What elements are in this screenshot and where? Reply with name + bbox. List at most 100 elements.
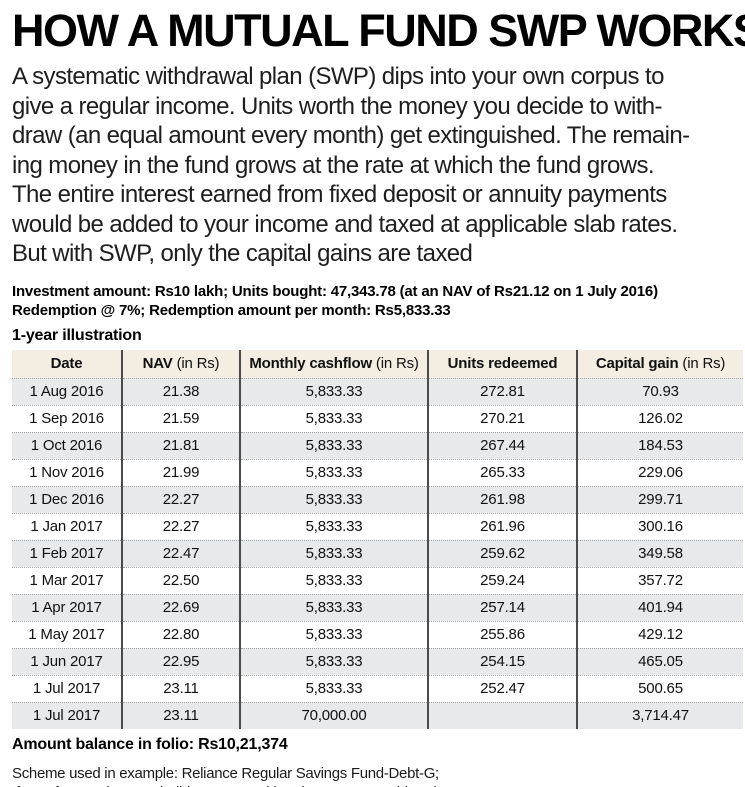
table-cell: 5,833.33	[239, 674, 428, 702]
table-cell: 1 Jun 2017	[12, 647, 122, 675]
table-cell: 1 Feb 2017	[12, 539, 122, 567]
assumptions-block: Investment amount: Rs10 lakh; Units boug…	[12, 282, 737, 320]
table-cell: 21.59	[121, 404, 240, 432]
table-row: 1 Apr 2017 22.69 5,833.33 257.14 401.94	[12, 593, 743, 621]
table-row: 1 Jul 2017 23.11 5,833.33 252.47 500.65	[12, 674, 743, 702]
table-cell: 1 Jul 2017	[12, 701, 122, 729]
table-cell	[427, 701, 577, 729]
table-row: 1 Jul 2017 23.11 70,000.00 3,714.47	[12, 701, 743, 729]
table-cell: 1 Oct 2016	[12, 431, 122, 459]
footnote-holiday: If 1st of a month was a holiday, next wo…	[12, 783, 439, 787]
table-cell: 21.38	[121, 377, 240, 405]
intro-line: would be added to your income and taxed …	[12, 210, 678, 238]
table-cell: 300.16	[576, 512, 743, 540]
table-cell: 252.47	[427, 674, 577, 702]
table-cell: 349.58	[576, 539, 743, 567]
table-cell: 5,833.33	[239, 377, 428, 405]
table-cell: 1 May 2017	[12, 620, 122, 648]
intro-line: draw (an equal amount every month) get e…	[12, 122, 690, 149]
table-row: 1 Dec 2016 22.27 5,833.33 261.98 299.71	[12, 485, 743, 513]
table-row: 1 Feb 2017 22.47 5,833.33 259.62 349.58	[12, 539, 743, 567]
table-cell: 1 Sep 2016	[12, 404, 122, 432]
source-credit: Source: PlanRupee Investment Services	[477, 785, 736, 787]
swp-table-head: Date NAV (in Rs) Monthly cashflow (in Rs) U…	[12, 349, 743, 378]
table-row: 1 Jun 2017 22.95 5,833.33 254.15 465.05	[12, 647, 743, 675]
table-cell: 429.12	[576, 620, 743, 648]
table-cell: 22.27	[121, 512, 240, 540]
table-cell: 465.05	[576, 647, 743, 675]
table-cell: 3,714.47	[576, 701, 743, 729]
table-cell: 1 Mar 2017	[12, 566, 122, 594]
headline: HOW A MUTUAL FUND SWP WORKS	[12, 5, 745, 56]
intro-line: ing money in the fund grows at the rate …	[12, 151, 655, 179]
table-cell: 22.27	[121, 485, 240, 513]
table-cell: 23.11	[121, 674, 240, 702]
table-cell: 1 Jul 2017	[12, 674, 122, 702]
table-caption: 1-year illustration	[12, 326, 142, 344]
column-header: Monthly cashflow (in Rs)	[239, 349, 428, 378]
table-cell: 5,833.33	[239, 620, 428, 648]
table-cell: 1 Apr 2017	[12, 593, 122, 621]
table-cell: 22.47	[121, 539, 240, 567]
table-cell: 70,000.00	[239, 701, 428, 729]
table-cell: 270.21	[427, 404, 577, 432]
assumption-investment: Investment amount: Rs10 lakh; Units boug…	[12, 282, 658, 300]
table-cell: 1 Nov 2016	[12, 458, 122, 486]
balance-line: Amount balance in folio: Rs10,21,374	[12, 735, 288, 753]
table-row: 1 Nov 2016 21.99 5,833.33 265.33 229.06	[12, 458, 743, 486]
table-cell: 22.80	[121, 620, 240, 648]
table-row: 1 Aug 2016 21.38 5,833.33 272.81 70.93	[12, 377, 743, 405]
intro-line: give a regular income. Units worth the m…	[12, 92, 663, 120]
table-cell: 1 Aug 2016	[12, 377, 122, 405]
table-cell: 5,833.33	[239, 539, 428, 567]
column-header: Capital gain (in Rs)	[576, 349, 743, 378]
column-header: Date	[12, 349, 122, 378]
table-cell: 23.11	[121, 701, 240, 729]
table-row: 1 Sep 2016 21.59 5,833.33 270.21 126.02	[12, 404, 743, 432]
intro-paragraph: A systematic withdrawal plan (SWP) dips …	[12, 62, 737, 269]
table-cell: 299.71	[576, 485, 743, 513]
table-cell: 267.44	[427, 431, 577, 459]
table-cell: 259.62	[427, 539, 577, 567]
table-cell: 1 Dec 2016	[12, 485, 122, 513]
table-cell: 259.24	[427, 566, 577, 594]
column-header: NAV (in Rs)	[121, 349, 240, 378]
table-cell: 1 Jan 2017	[12, 512, 122, 540]
table-cell: 21.99	[121, 458, 240, 486]
column-header: Units redeemed	[427, 349, 577, 378]
table-cell: 257.14	[427, 593, 577, 621]
footer: Scheme used in example: Reliance Regular…	[12, 764, 737, 787]
table-cell: 5,833.33	[239, 593, 428, 621]
table-cell: 22.95	[121, 647, 240, 675]
table-cell: 5,833.33	[239, 431, 428, 459]
table-cell: 5,833.33	[239, 458, 428, 486]
table-cell: 261.98	[427, 485, 577, 513]
table-cell: 5,833.33	[239, 485, 428, 513]
footnote-scheme: Scheme used in example: Reliance Regular…	[12, 764, 439, 782]
table-cell: 272.81	[427, 377, 577, 405]
table-cell: 500.65	[576, 674, 743, 702]
table-cell: 126.02	[576, 404, 743, 432]
assumption-redemption: Redemption @ 7%; Redemption amount per m…	[12, 301, 451, 319]
table-cell: 254.15	[427, 647, 577, 675]
intro-line: The entire interest earned from fixed de…	[12, 181, 667, 208]
intro-line: But with SWP, only the capital gains are…	[12, 240, 473, 267]
table-row: 1 Oct 2016 21.81 5,833.33 267.44 184.53	[12, 431, 743, 459]
table-cell: 5,833.33	[239, 404, 428, 432]
table-cell: 401.94	[576, 593, 743, 621]
table-cell: 22.69	[121, 593, 240, 621]
table-cell: 229.06	[576, 458, 743, 486]
table-cell: 261.96	[427, 512, 577, 540]
table-cell: 184.53	[576, 431, 743, 459]
header-row: Date NAV (in Rs) Monthly cashflow (in Rs) U…	[12, 349, 743, 378]
table-cell: 255.86	[427, 620, 577, 648]
table-row: 1 May 2017 22.80 5,833.33 255.86 429.12	[12, 620, 743, 648]
table-cell: 357.72	[576, 566, 743, 594]
table-row: 1 Jan 2017 22.27 5,833.33 261.96 300.16	[12, 512, 743, 540]
table-cell: 5,833.33	[239, 566, 428, 594]
table-cell: 21.81	[121, 431, 240, 459]
intro-line: A systematic withdrawal plan (SWP) dips …	[12, 63, 664, 90]
swp-table-body: 1 Aug 2016 21.38 5,833.33 272.81 70.93 1 Sep …	[12, 377, 743, 729]
table-cell: 70.93	[576, 377, 743, 405]
